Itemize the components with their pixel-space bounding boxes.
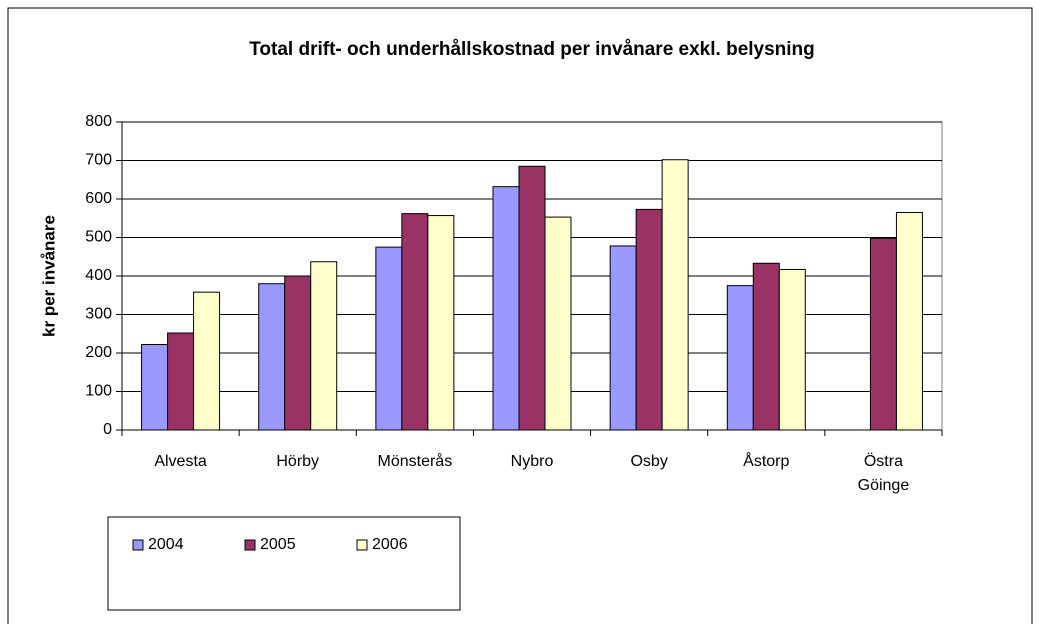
bar [752, 262, 780, 431]
y-tick-label: 0 [103, 421, 112, 438]
bar [141, 344, 169, 431]
bar [258, 283, 286, 431]
bar [609, 245, 637, 431]
legend-label: 2005 [260, 536, 296, 553]
bar [895, 211, 923, 431]
bar [284, 275, 312, 431]
bar [401, 213, 429, 431]
x-tick-label: Alvesta [154, 453, 207, 470]
x-tick-label: Åstorp [743, 451, 789, 470]
bar [518, 165, 546, 431]
y-axis-label: kr per invånare [39, 215, 58, 337]
chart-title: Total drift- och underhållskostnad per i… [249, 39, 815, 60]
y-tick-label: 300 [85, 306, 112, 323]
bar [375, 246, 403, 431]
bar [427, 215, 455, 431]
bar [778, 268, 806, 431]
y-tick-label: 200 [85, 344, 112, 361]
bar [492, 186, 520, 431]
x-tick-label: Östra Göinge [858, 452, 910, 494]
y-tick-label: 100 [85, 383, 112, 400]
x-tick-label: Nybro [511, 453, 554, 470]
x-tick-label: Hörby [276, 453, 319, 470]
bar [544, 216, 572, 431]
y-tick-label: 600 [85, 190, 112, 207]
legend-box [107, 516, 461, 611]
legend-label: 2004 [148, 536, 184, 553]
legend-swatch [244, 539, 256, 551]
legend-label: 2006 [372, 536, 408, 553]
bar [726, 285, 754, 431]
bar [869, 237, 897, 431]
y-tick-label: 800 [85, 113, 112, 130]
bar [635, 208, 663, 431]
bar [193, 291, 221, 431]
bar [167, 332, 195, 431]
x-tick-label: Osby [630, 453, 667, 470]
legend-swatch [132, 539, 144, 551]
x-tick-label: Mönsterås [378, 452, 453, 470]
bar [310, 261, 338, 431]
y-tick-label: 500 [85, 229, 112, 246]
y-tick-label: 400 [85, 267, 112, 284]
legend-swatch [356, 539, 368, 551]
y-tick-label: 700 [85, 152, 112, 169]
bar [661, 159, 689, 431]
